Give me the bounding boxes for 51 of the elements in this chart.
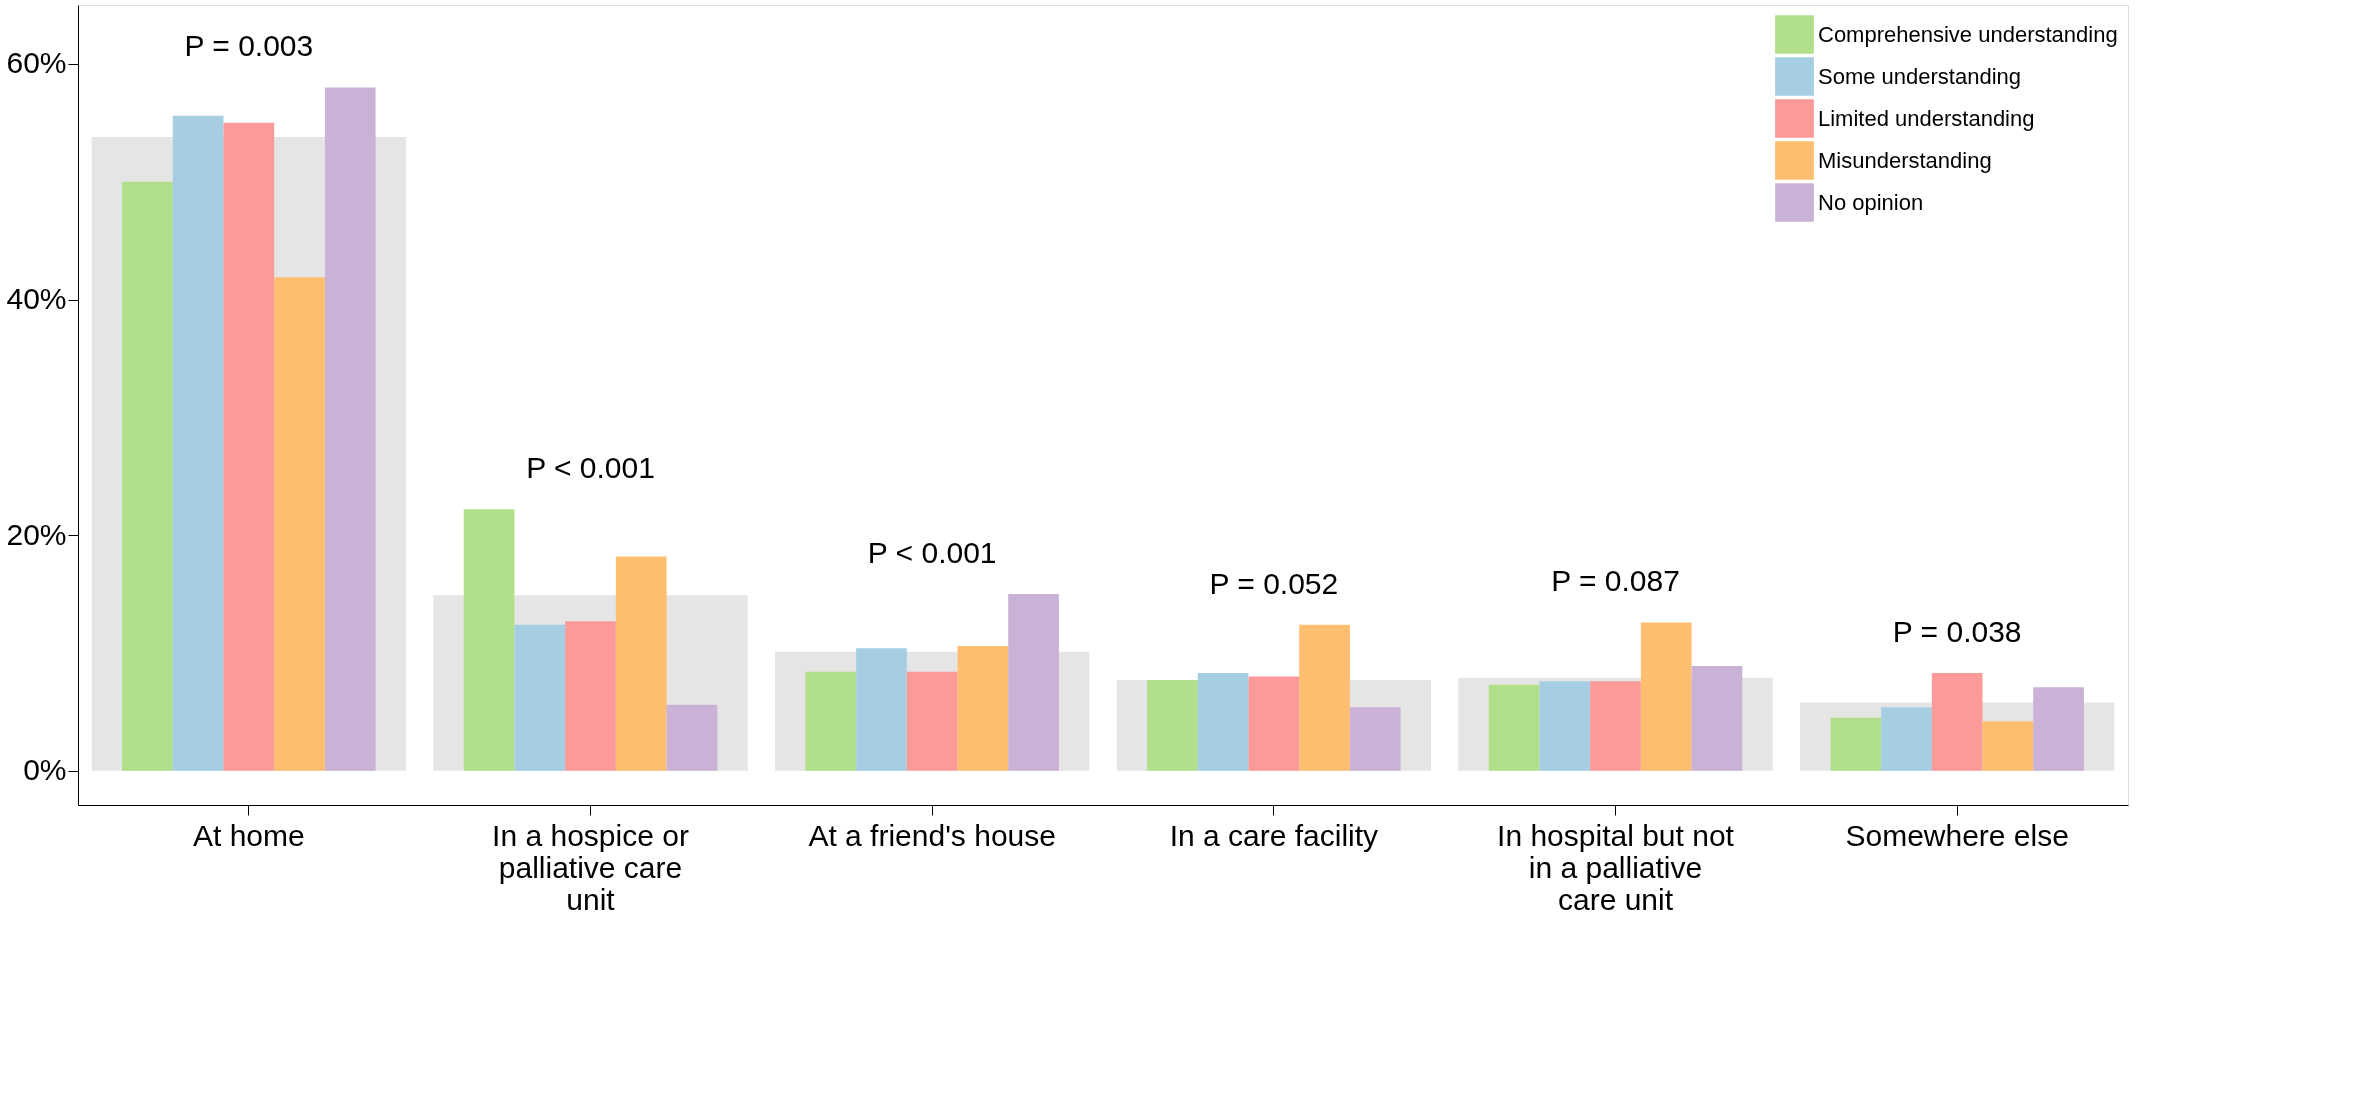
bar: [1197, 673, 1249, 771]
bar: [1982, 721, 2034, 771]
bar: [1590, 681, 1641, 771]
y-tick-label: 20%: [6, 517, 67, 551]
bar: [1539, 681, 1591, 771]
annotation: P = 0.003: [184, 29, 314, 63]
legend-label: Some understanding: [1818, 63, 2022, 89]
x-tick-label: At a friend's house: [808, 818, 1056, 852]
annotation: P < 0.001: [867, 536, 997, 570]
bar: [463, 509, 515, 771]
bar: [1147, 680, 1198, 771]
bar: [514, 624, 566, 771]
y-tick-label: 0%: [23, 753, 67, 787]
y-tick-label: 40%: [6, 282, 67, 316]
bar: [2033, 687, 2084, 771]
bar: [1349, 707, 1401, 771]
x-tick-label: At home: [192, 818, 305, 852]
bar: [1881, 707, 1932, 771]
x-tick-label: In a hospice or palliative care unit: [492, 818, 689, 916]
bar: [1008, 594, 1059, 771]
annotation: P = 0.038: [1892, 615, 2022, 649]
annotation: P = 0.052: [1209, 566, 1339, 600]
legend-label: Misunderstanding: [1818, 147, 1992, 173]
bar: [615, 556, 667, 771]
bar: [1830, 717, 1882, 771]
legend-label: Comprehensive understanding: [1818, 21, 2118, 47]
x-tick-label: In hospital but not in a palliative care unit: [1497, 818, 1735, 916]
x-tick-label: In a care facility: [1169, 818, 1379, 852]
bar: [565, 621, 616, 771]
bar: [1248, 676, 1300, 771]
x-tick-label: Somewhere else: [1845, 818, 2069, 852]
bar: [1931, 673, 1983, 771]
bar: [666, 704, 718, 771]
bar: [1488, 684, 1540, 771]
bar: [957, 645, 1009, 771]
bar: [274, 277, 325, 771]
legend-label: No opinion: [1818, 189, 1924, 215]
bar: [324, 87, 376, 771]
y-tick-label: 60%: [6, 46, 67, 80]
bar: [172, 115, 224, 771]
legend-label: Limited understanding: [1818, 105, 2035, 131]
bar: [856, 648, 907, 771]
bar: [906, 671, 958, 771]
bar: [805, 671, 857, 771]
annotation: P < 0.001: [526, 451, 655, 485]
annotation: P = 0.087: [1551, 564, 1680, 598]
bar: [1299, 624, 1350, 771]
bar: [1691, 665, 1743, 771]
bar: [122, 181, 173, 771]
bar: [1640, 622, 1692, 771]
bar: [223, 122, 275, 771]
